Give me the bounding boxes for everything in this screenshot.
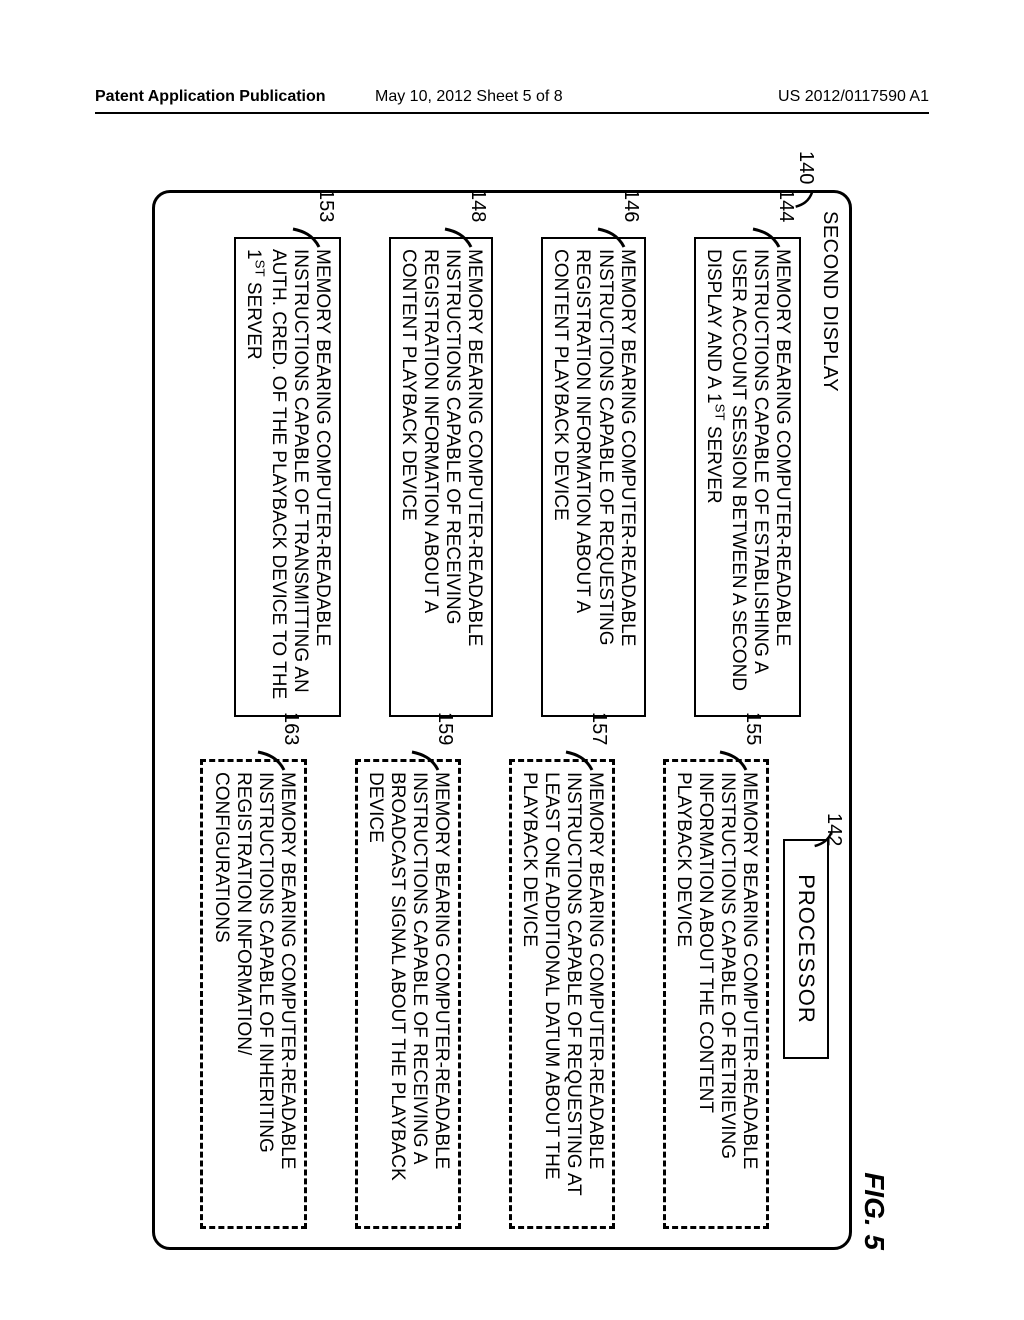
second-display-box: SECOND DISPLAY 140 144 MEMORY BEARING CO…: [152, 190, 852, 1250]
block-144: 144 MEMORY BEARING COMPUTER-READABLE INS…: [694, 237, 801, 717]
lead-arc-icon: [596, 225, 626, 249]
block-153-text: MEMORY BEARING COMPUTER-READABLE INSTRUC…: [243, 249, 333, 699]
block-163-text: MEMORY BEARING COMPUTER-READABLE INSTRUC…: [211, 772, 298, 1169]
block-146: 146 MEMORY BEARING COMPUTER-READABLE INS…: [541, 237, 645, 717]
header-left: Patent Application Publication: [95, 88, 326, 106]
block-157-text: MEMORY BEARING COMPUTER-READABLE INSTRUC…: [519, 772, 606, 1195]
block-148-text: MEMORY BEARING COMPUTER-READABLE INSTRUC…: [398, 249, 485, 646]
block-155-text: MEMORY BEARING COMPUTER-READABLE INSTRUC…: [673, 772, 760, 1169]
lead-arc-icon: [751, 225, 781, 249]
lead-arc-icon: [291, 225, 321, 249]
header-right: US 2012/0117590 A1: [778, 88, 929, 106]
ref-140: 140: [794, 151, 817, 210]
figure-label: FIG. 5: [858, 1172, 890, 1250]
block-144-text: MEMORY BEARING COMPUTER-READABLE INSTRUC…: [703, 249, 793, 691]
block-155: 155 MEMORY BEARING COMPUTER-READABLE INS…: [663, 759, 769, 1229]
ref-159: 159: [433, 712, 456, 745]
block-159-text: MEMORY BEARING COMPUTER-READABLE INSTRUC…: [365, 772, 452, 1181]
header-rule: [95, 112, 929, 114]
ref-155: 155: [741, 712, 764, 745]
lead-arc-icon: [410, 748, 440, 772]
lead-arc-icon: [794, 190, 814, 210]
lead-arc-icon: [256, 748, 286, 772]
right-stack: 155 MEMORY BEARING COMPUTER-READABLE INS…: [153, 759, 770, 1229]
block-163: 163 MEMORY BEARING COMPUTER-READABLE INS…: [201, 759, 307, 1229]
page: Patent Application Publication May 10, 2…: [0, 0, 1024, 1320]
block-153: 153 MEMORY BEARING COMPUTER-READABLE INS…: [234, 237, 341, 717]
lead-arc-icon: [443, 225, 473, 249]
processor-label: PROCESSOR: [794, 874, 819, 1024]
ref-140-num: 140: [795, 151, 817, 184]
left-column: 144 MEMORY BEARING COMPUTER-READABLE INS…: [186, 237, 801, 717]
ref-144: 144: [774, 189, 797, 222]
ref-163: 163: [278, 712, 301, 745]
figure-5-diagram: FIG. 5 SECOND DISPLAY 140 144 MEMORY BEA…: [142, 190, 882, 1250]
ref-153: 153: [314, 189, 337, 222]
block-146-text: MEMORY BEARING COMPUTER-READABLE INSTRUC…: [550, 249, 637, 646]
diagram-wrapper: FIG. 5 SECOND DISPLAY 140 144 MEMORY BEA…: [512, 720, 513, 721]
block-148: 148 MEMORY BEARING COMPUTER-READABLE INS…: [389, 237, 493, 717]
lead-arc-icon: [718, 748, 748, 772]
ref-148: 148: [466, 189, 489, 222]
processor-box: PROCESSOR: [783, 839, 829, 1059]
second-display-title: SECOND DISPLAY: [818, 211, 841, 392]
header-mid: May 10, 2012 Sheet 5 of 8: [375, 88, 563, 106]
ref-157: 157: [587, 712, 610, 745]
lead-arc-icon: [564, 748, 594, 772]
block-157: 157 MEMORY BEARING COMPUTER-READABLE INS…: [509, 759, 615, 1229]
block-159: 159 MEMORY BEARING COMPUTER-READABLE INS…: [355, 759, 461, 1229]
ref-146: 146: [618, 189, 641, 222]
